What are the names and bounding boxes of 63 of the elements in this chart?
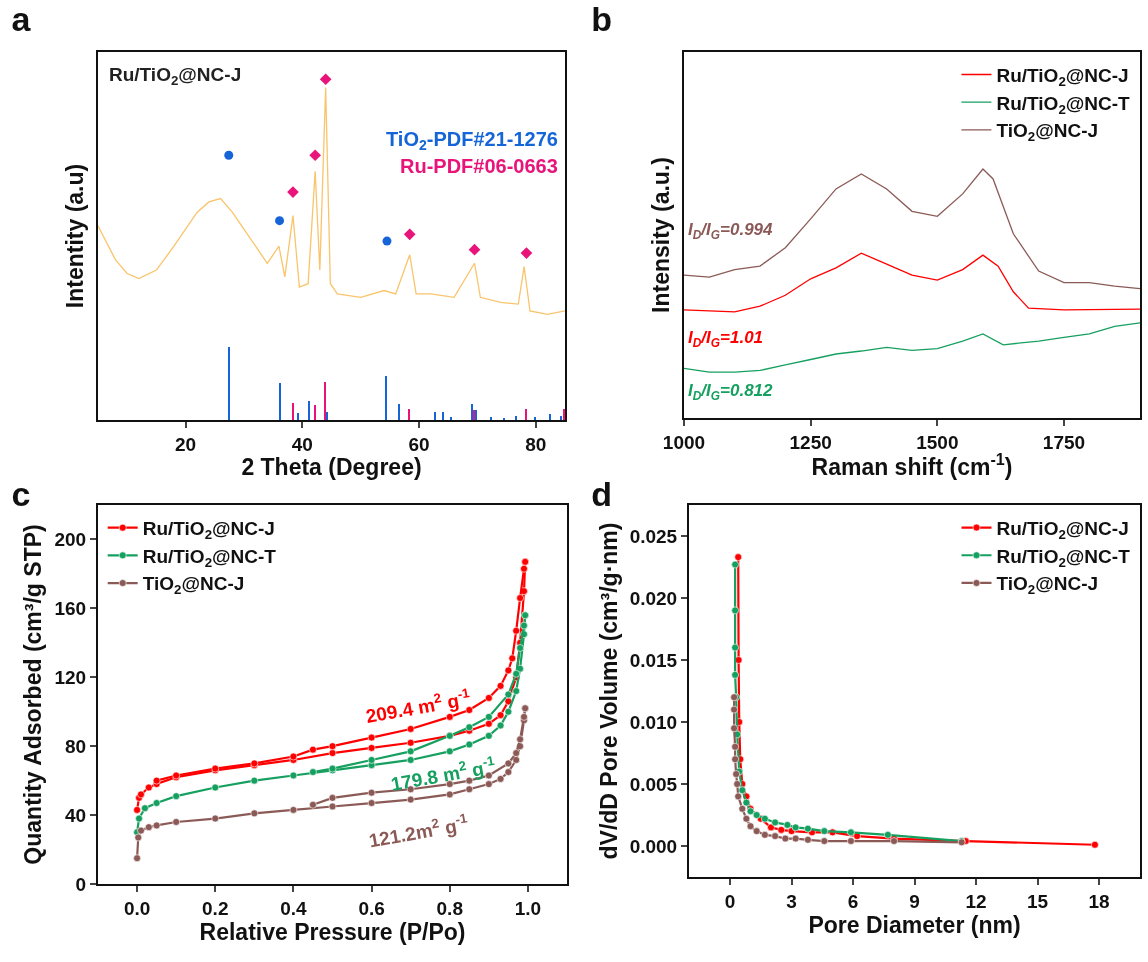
x-tick-label: 9 bbox=[909, 890, 920, 912]
y-tick-label: 0.025 bbox=[629, 525, 678, 547]
x-tick-label: 18 bbox=[1088, 890, 1110, 912]
x-tick-label: 80 bbox=[525, 433, 547, 455]
x-tick-label: 0.4 bbox=[280, 897, 308, 919]
x-axis-title: Raman shift (cm$^{-1}$) bbox=[811, 450, 1013, 480]
legend-label: TiO$_{2}$@NC-J bbox=[996, 120, 1099, 145]
chart-title: d bbox=[591, 475, 613, 514]
x-tick-label: 12 bbox=[965, 890, 987, 912]
x-tick-label: 60 bbox=[408, 433, 430, 455]
chart-title: a bbox=[11, 0, 32, 38]
x-tick-label: 1250 bbox=[789, 431, 832, 453]
x-tick-label: 1.0 bbox=[514, 897, 542, 919]
chart-title: c bbox=[11, 475, 31, 514]
x-tick-label: 3 bbox=[786, 890, 797, 912]
y-tick-label: 160 bbox=[54, 598, 87, 620]
x-tick-label: 1750 bbox=[1042, 431, 1086, 453]
legend-label: Ru/TiO$_{2}$@NC-T bbox=[996, 92, 1131, 117]
x-tick-label: 0.8 bbox=[436, 897, 463, 919]
x-tick-label: 6 bbox=[847, 890, 859, 912]
y-tick-label: 0 bbox=[75, 873, 87, 895]
legend-label: TiO$_{2}$@NC-J bbox=[996, 573, 1099, 598]
y-tick-label: 120 bbox=[54, 666, 87, 688]
legend-label: Ru/TiO$_{2}$@NC-J bbox=[996, 517, 1129, 542]
legend-label: Ru/TiO$_{2}$@NC-J bbox=[996, 64, 1129, 89]
x-axis-title: Pore Diameter (nm) bbox=[808, 911, 1021, 938]
x-tick-label: 20 bbox=[174, 433, 197, 455]
text: TiO$_{2}$-PDF#21-1276 bbox=[386, 128, 558, 154]
annotation: 179.8 m$^{2}$ g$^{-1}$ bbox=[388, 752, 498, 795]
x-tick-label: 0 bbox=[724, 890, 736, 912]
annotation: I$_{D}$/I$_{G}$=1.01 bbox=[688, 328, 764, 350]
x-axis-title: Relative Pressure (P/Po) bbox=[199, 918, 466, 945]
y-tick-label: 40 bbox=[65, 804, 87, 826]
legend-label: Ru/TiO$_{2}$@NC-T bbox=[142, 545, 277, 570]
y-tick-label: 80 bbox=[65, 735, 87, 757]
y-tick-label: 0.015 bbox=[629, 649, 678, 671]
annotation: Ru/TiO$_{2}$@NC-J bbox=[109, 64, 242, 88]
y-axis-title: Intensity (a.u.) bbox=[647, 157, 674, 313]
x-tick-label: 1000 bbox=[662, 431, 706, 453]
x-tick-label: 0.6 bbox=[358, 897, 385, 919]
annotation: I$_{D}$/I$_{G}$=0.994 bbox=[688, 220, 774, 242]
x-tick-label: 40 bbox=[291, 433, 313, 455]
legend-label: Ru/TiO$_{2}$@NC-T bbox=[996, 545, 1131, 570]
x-tick-label: 1500 bbox=[916, 431, 959, 453]
chart-title: b bbox=[591, 0, 613, 38]
y-axis-title: Quantity Adsorbed (cm³/g STP) bbox=[20, 524, 47, 865]
annotation: 209.4 m$^{2}$ g$^{-1}$ bbox=[363, 684, 473, 728]
legend-label: TiO$_{2}$@NC-J bbox=[142, 573, 245, 598]
legend-label: Ru/TiO$_{2}$@NC-J bbox=[142, 518, 275, 543]
y-tick-label: 0.005 bbox=[629, 773, 678, 795]
y-tick-label: 200 bbox=[54, 529, 87, 551]
x-tick-label: 0.0 bbox=[123, 897, 151, 919]
x-axis-title: 2 Theta (Degree) bbox=[241, 454, 422, 480]
y-tick-label: 0.020 bbox=[629, 587, 678, 609]
annotation: 121.2m$^{2}$ g$^{-1}$ bbox=[366, 810, 471, 852]
y-axis-title: Intentity (a.u) bbox=[61, 163, 88, 309]
text: Ru-PDF#06-0663 bbox=[400, 155, 558, 177]
x-tick-label: 15 bbox=[1026, 890, 1049, 912]
y-axis-title: dV/dD Pore Volume (cm³/g·nm) bbox=[595, 522, 622, 860]
annotation: I$_{D}$/I$_{G}$=0.812 bbox=[688, 381, 774, 403]
y-tick-label: 0.010 bbox=[629, 711, 678, 733]
y-tick-label: 0.000 bbox=[629, 835, 678, 857]
x-tick-label: 0.2 bbox=[202, 897, 229, 919]
